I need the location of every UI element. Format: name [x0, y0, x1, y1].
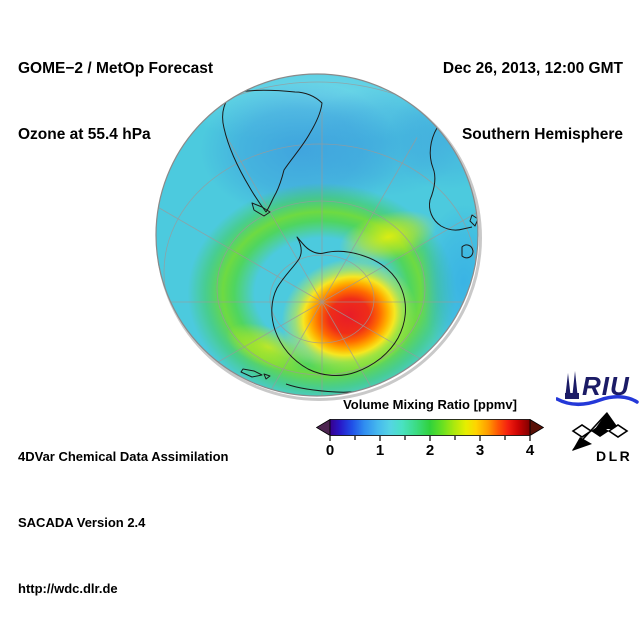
forecast-datetime: Dec 26, 2013, 12:00 GMT: [442, 60, 623, 77]
dlr-wordmark: DLR: [596, 448, 632, 464]
colorbar-tick-labels: 0 1 2 3 4: [316, 442, 544, 460]
coastlines: [222, 87, 478, 393]
dlr-logo: DLR: [571, 412, 632, 464]
coastline-island-ne: [469, 214, 478, 227]
tick-label-4: 4: [525, 442, 535, 459]
assimilation-label: 4DVar Chemical Data Assimilation: [18, 449, 229, 464]
colorbar-title: Volume Mixing Ratio [ppmv]: [343, 397, 517, 412]
version-label: SACADA Version 2.4: [18, 515, 146, 530]
header-left: GOME−2 / MetOp Forecast Ozone at 55.4 hP…: [18, 14, 213, 168]
coastline-australia: [429, 127, 473, 231]
globe-rim: [155, 73, 479, 397]
tick-label-2: 2: [425, 442, 435, 459]
website-url: http://wdc.dlr.de: [18, 581, 118, 596]
dlr-emblem-icon: [571, 412, 629, 451]
tick-label-0: 0: [325, 442, 335, 459]
page-subtitle: Ozone at 55.4 hPa: [18, 126, 151, 143]
coastline-tasmania: [461, 244, 474, 259]
ozone-map-globe: [155, 73, 482, 401]
colorbar-left-arrow: [316, 419, 331, 437]
coastline-tierra-del-fuego: [251, 202, 271, 217]
ozone-field: [156, 74, 478, 396]
hemisphere-label: Southern Hemisphere: [461, 126, 623, 143]
colorbar-ticks: [329, 436, 531, 441]
header-right: Dec 26, 2013, 12:00 GMT Southern Hemisph…: [443, 14, 623, 168]
ozone-maximum: [281, 258, 417, 374]
colorbar-gradient: [329, 419, 531, 436]
coastline-islands-sw: [240, 368, 263, 378]
page-title: GOME−2 / MetOp Forecast: [18, 60, 214, 77]
coastline-antarctica: [271, 236, 406, 377]
tick-label-3: 3: [475, 442, 485, 459]
colorbar-right-arrow: [529, 419, 544, 437]
footer-credits: 4DVar Chemical Data Assimilation SACADA …: [18, 402, 229, 622]
tick-label-1: 1: [375, 442, 385, 459]
coastline-islet-sw: [263, 373, 271, 380]
cathedral-icon: [565, 371, 579, 399]
riu-logo: RIU: [556, 371, 639, 407]
colorbar: [316, 419, 544, 441]
coastline-south-america: [222, 89, 323, 213]
riu-wave-icon: [556, 395, 639, 407]
